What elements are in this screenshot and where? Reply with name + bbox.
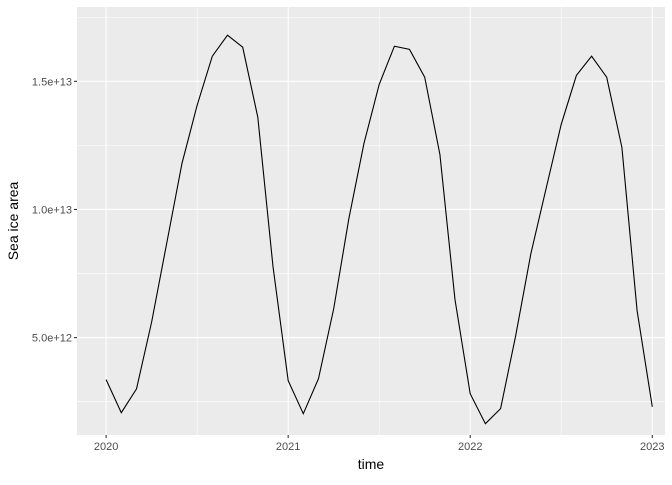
x-axis: 2020 2021 2022 2023 — [94, 435, 665, 453]
x-tick-label: 2023 — [640, 441, 664, 453]
plot-panel — [77, 7, 665, 435]
y-tick-label: 5.0e+12 — [32, 333, 72, 345]
y-axis-title: Sea ice area — [5, 181, 21, 260]
y-tick-label: 1.5e+13 — [32, 76, 72, 88]
x-tick-label: 2022 — [458, 441, 482, 453]
x-tick-label: 2020 — [94, 441, 118, 453]
y-axis: 5.0e+12 1.0e+13 1.5e+13 — [32, 76, 77, 344]
x-tick-label: 2021 — [276, 441, 300, 453]
x-axis-title: time — [358, 456, 385, 472]
y-tick-label: 1.0e+13 — [32, 204, 72, 216]
